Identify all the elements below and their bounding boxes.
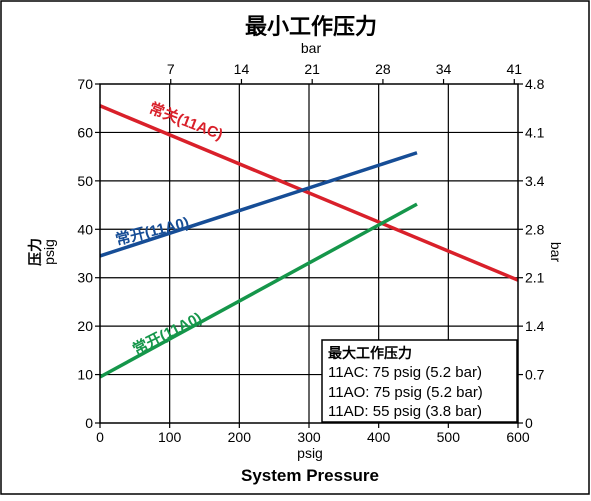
y-tick-label: 20 xyxy=(77,318,93,334)
y2-tick-label: 0.7 xyxy=(525,367,545,383)
x-tick-label: 400 xyxy=(367,429,391,445)
y-tick-label: 70 xyxy=(77,76,93,92)
x-tick-label: 0 xyxy=(96,429,104,445)
x2-tick-label: 7 xyxy=(167,61,175,77)
label-11a0-blue-text: 常开(11A0) xyxy=(114,213,191,249)
y-axis-label-line2: psig xyxy=(41,239,57,265)
series-line-0 xyxy=(99,104,519,282)
y-axis-label: 压力 psig xyxy=(27,238,57,266)
x2-tick-label: 21 xyxy=(304,61,320,77)
y2-tick-label: 1.4 xyxy=(525,318,545,334)
y2-tick-label: 4.8 xyxy=(525,76,545,92)
label-11a0-green-text: 常开(11A0) xyxy=(130,308,205,358)
x-tick-label: 100 xyxy=(158,429,182,445)
x-axis-units: psig xyxy=(297,445,323,461)
legend-item-11ac: 11AC: 75 psig (5.2 bar) xyxy=(328,364,482,381)
x2-tick-label: 41 xyxy=(506,61,522,77)
grid xyxy=(100,84,518,423)
y-tick-label: 50 xyxy=(77,173,93,189)
series xyxy=(99,104,519,379)
y2-tick-label: 3.4 xyxy=(525,173,545,189)
x2-tick-label: 14 xyxy=(234,61,250,77)
x-tick-label: 600 xyxy=(506,429,530,445)
y2-tick-label: 0 xyxy=(525,415,533,431)
label-11ac: 常关(11AC) xyxy=(147,99,226,144)
label-11ac-text: 常关(11AC) xyxy=(147,99,226,144)
chart-title: 最小工作压力 xyxy=(245,14,377,39)
y2-tick-label: 2.8 xyxy=(525,221,545,237)
y-tick-label: 40 xyxy=(77,221,93,237)
y2-axis-label: bar xyxy=(548,242,564,263)
y-tick-label: 30 xyxy=(77,270,93,286)
y2-axis-label-group: bar xyxy=(548,242,564,263)
x-axis-label: System Pressure xyxy=(241,466,379,485)
series-line-1 xyxy=(99,151,418,258)
y-tick-label: 0 xyxy=(85,415,93,431)
label-11a0-green: 常开(11A0) xyxy=(130,308,205,358)
x-tick-label: 200 xyxy=(228,429,252,445)
y-tick-label: 60 xyxy=(77,124,93,140)
x2-axis-label: bar xyxy=(301,40,322,56)
y-axis-label-line1: 压力 xyxy=(27,238,43,266)
y2-tick-label: 2.1 xyxy=(525,270,545,286)
y-tick-label: 10 xyxy=(77,367,93,383)
legend: 最大工作压力 11AC: 75 psig (5.2 bar) 11AO: 75 … xyxy=(321,339,518,423)
legend-title: 最大工作压力 xyxy=(328,345,412,361)
x2-tick-label: 28 xyxy=(375,61,391,77)
plot-border xyxy=(99,83,519,424)
x-tick-label: 500 xyxy=(437,429,461,445)
legend-item-11ad: 11AD: 55 psig (3.8 bar) xyxy=(328,403,482,420)
legend-item-11ao: 11AO: 75 psig (5.2 bar) xyxy=(328,384,483,401)
x2-tick-label: 34 xyxy=(436,61,452,77)
series-line-2 xyxy=(99,202,418,379)
y2-tick-label: 4.1 xyxy=(525,124,545,140)
x-tick-label: 300 xyxy=(297,429,321,445)
label-11a0-blue: 常开(11A0) xyxy=(114,213,191,249)
legend-box xyxy=(321,339,518,423)
